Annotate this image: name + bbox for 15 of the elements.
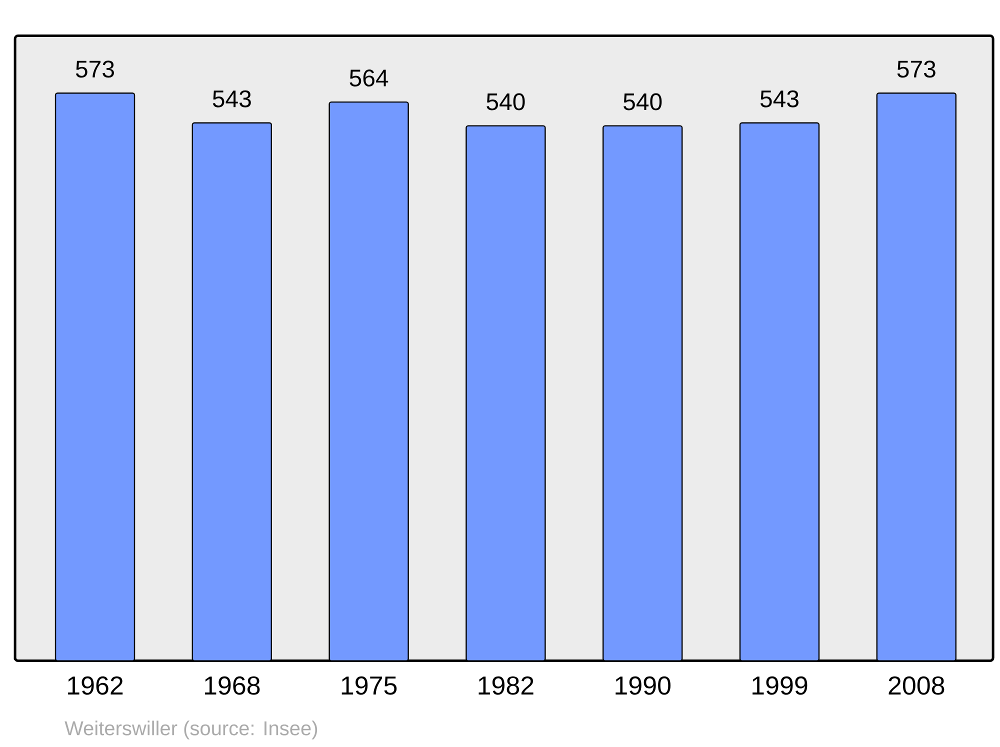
text: Weiterswiller (source: Insee) — [64, 720, 318, 740]
x-tick-label: 1999 — [752, 676, 808, 695]
data-label: 573 — [76, 60, 114, 78]
data-label: 573 — [897, 60, 936, 78]
data-label: 543 — [760, 90, 798, 108]
data-label: 543 — [212, 90, 251, 108]
x-tick-label: 1982 — [478, 676, 534, 695]
data-label: 564 — [350, 70, 388, 87]
x-tick-label: 1990 — [616, 676, 670, 695]
x-tick-label: 1968 — [204, 676, 260, 695]
x-tick-label: 1962 — [68, 676, 123, 695]
data-label: 540 — [486, 93, 525, 110]
data-label: 540 — [624, 93, 662, 110]
x-tick-label: 1975 — [342, 676, 397, 695]
x-tick-label: 2008 — [888, 676, 944, 695]
